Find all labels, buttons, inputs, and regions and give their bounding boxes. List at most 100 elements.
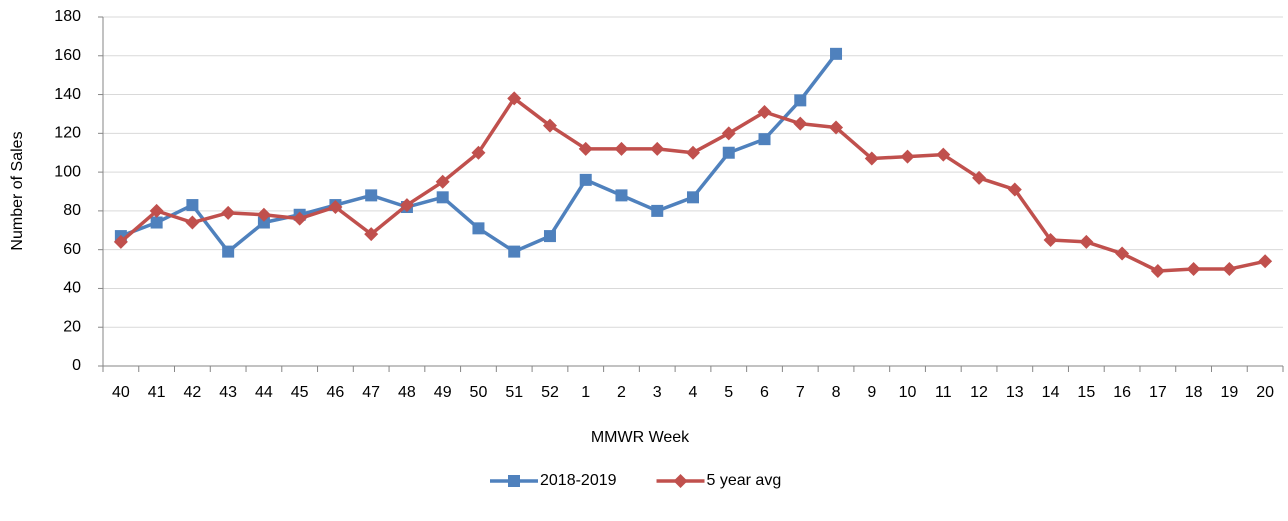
x-tick-label: 16 <box>1113 384 1131 401</box>
y-tick-label: 100 <box>54 163 81 180</box>
x-tick-label: 8 <box>832 384 841 401</box>
data-point <box>1186 262 1201 277</box>
data-point <box>399 198 414 213</box>
data-point <box>1007 182 1022 197</box>
x-tick-label: 12 <box>970 384 988 401</box>
x-tick-label: 48 <box>398 384 416 401</box>
y-tick-label: 20 <box>63 318 81 335</box>
y-tick-label: 120 <box>54 125 81 142</box>
data-point <box>793 116 808 131</box>
x-tick-label: 2 <box>617 384 626 401</box>
x-tick-label: 44 <box>255 384 273 401</box>
legend-marker <box>673 474 688 488</box>
x-tick-label: 49 <box>434 384 452 401</box>
x-tick-label: 5 <box>724 384 733 401</box>
y-axis-title: Number of Sales <box>9 131 26 250</box>
x-tick-label: 43 <box>219 384 237 401</box>
data-point <box>758 133 771 146</box>
data-point <box>542 118 557 133</box>
data-point <box>472 222 485 235</box>
x-tick-label: 6 <box>760 384 769 401</box>
data-point <box>651 204 664 217</box>
data-point <box>221 205 236 220</box>
data-point <box>900 149 915 164</box>
x-tick-label: 45 <box>291 384 309 401</box>
data-point <box>365 189 378 202</box>
x-tick-label: 40 <box>112 384 130 401</box>
x-tick-label: 46 <box>327 384 345 401</box>
data-point <box>579 173 592 186</box>
data-point <box>328 200 343 215</box>
x-tick-label: 17 <box>1149 384 1167 401</box>
data-point <box>471 145 486 160</box>
data-point <box>614 141 629 156</box>
x-tick-label: 11 <box>935 384 952 401</box>
x-tick-label: 9 <box>867 384 876 401</box>
x-tick-label: 10 <box>899 384 917 401</box>
data-point <box>508 245 521 258</box>
y-tick-label: 140 <box>54 86 81 103</box>
data-point <box>1079 234 1094 249</box>
data-point <box>185 215 200 230</box>
x-tick-label: 14 <box>1042 384 1060 401</box>
data-point <box>687 191 699 204</box>
x-tick-label: 1 <box>581 384 590 401</box>
data-point <box>435 174 450 189</box>
x-tick-label: 19 <box>1220 384 1238 401</box>
x-tick-label: 15 <box>1077 384 1095 401</box>
data-point <box>1222 262 1237 277</box>
data-point <box>936 147 951 162</box>
x-tick-label: 42 <box>183 384 201 401</box>
data-point <box>578 141 593 156</box>
data-point <box>972 170 987 185</box>
data-point <box>149 203 164 218</box>
data-point <box>1043 232 1058 247</box>
x-tick-label: 52 <box>541 384 559 401</box>
data-point <box>257 216 270 229</box>
data-point <box>507 91 522 106</box>
data-point <box>436 191 449 204</box>
x-tick-label: 41 <box>148 384 166 401</box>
data-point <box>686 145 700 160</box>
data-point <box>1115 246 1130 261</box>
legend-marker <box>508 475 520 487</box>
legend-label: 2018-2019 <box>540 472 617 489</box>
y-tick-label: 0 <box>72 357 81 374</box>
legend-label: 5 year avg <box>707 472 782 489</box>
data-point <box>830 47 843 60</box>
x-axis-title: MMWR Week <box>591 429 690 446</box>
data-point <box>794 94 807 107</box>
data-point <box>1258 254 1273 269</box>
data-point <box>222 245 235 258</box>
x-tick-label: 4 <box>689 384 698 401</box>
data-point <box>364 227 379 242</box>
data-point <box>256 207 271 222</box>
data-point <box>543 230 556 243</box>
x-tick-label: 20 <box>1256 384 1274 401</box>
data-point <box>113 234 128 249</box>
data-point <box>150 216 163 229</box>
y-tick-label: 160 <box>54 47 81 64</box>
data-point <box>829 120 844 135</box>
x-tick-label: 51 <box>505 384 523 401</box>
data-point <box>1150 263 1165 278</box>
x-tick-label: 3 <box>653 384 662 401</box>
data-point <box>721 126 736 141</box>
y-tick-label: 80 <box>63 202 81 219</box>
data-point <box>650 141 665 156</box>
x-tick-label: 13 <box>1006 384 1024 401</box>
data-point <box>864 151 879 166</box>
y-tick-label: 180 <box>54 8 81 25</box>
x-tick-label: 47 <box>362 384 380 401</box>
data-point <box>615 189 628 202</box>
series-line <box>119 96 1266 273</box>
data-point <box>757 105 772 120</box>
y-tick-label: 60 <box>63 241 81 258</box>
x-tick-label: 18 <box>1185 384 1203 401</box>
x-tick-label: 50 <box>470 384 488 401</box>
data-point <box>186 199 199 212</box>
y-tick-label: 40 <box>63 280 81 297</box>
data-point <box>292 211 307 226</box>
